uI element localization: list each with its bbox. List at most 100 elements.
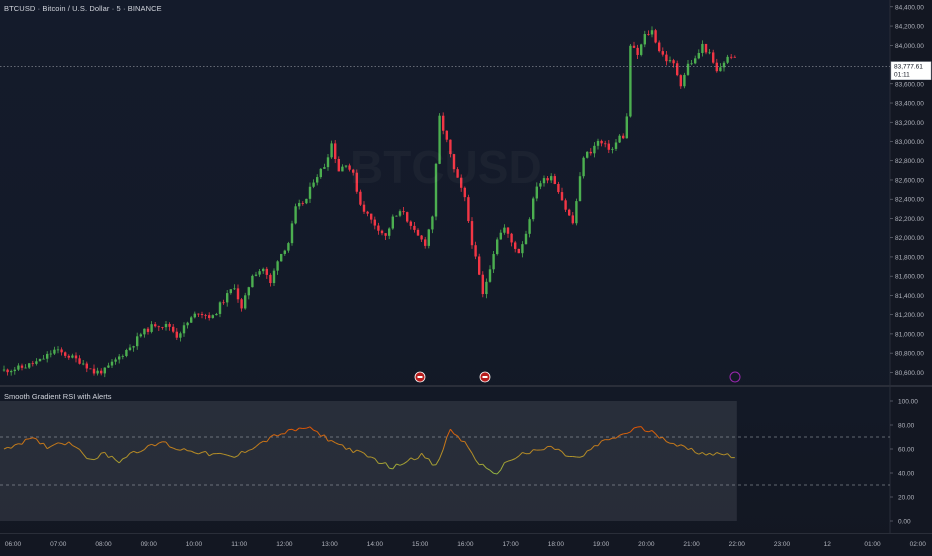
- candle-body[interactable]: [424, 239, 426, 245]
- candle-body[interactable]: [705, 44, 707, 52]
- candle-body[interactable]: [683, 75, 685, 86]
- candle-body[interactable]: [586, 152, 588, 158]
- candle-body[interactable]: [590, 152, 592, 153]
- candle-body[interactable]: [154, 324, 156, 326]
- candle-body[interactable]: [273, 271, 275, 283]
- candle-body[interactable]: [75, 355, 77, 358]
- candle-body[interactable]: [593, 146, 595, 153]
- candle-body[interactable]: [230, 289, 232, 293]
- candle-body[interactable]: [374, 220, 376, 226]
- candle-body[interactable]: [442, 116, 444, 131]
- candle-body[interactable]: [388, 229, 390, 236]
- candle-body[interactable]: [96, 371, 98, 374]
- candle-body[interactable]: [662, 51, 664, 54]
- candle-body[interactable]: [644, 34, 646, 44]
- candle-body[interactable]: [89, 368, 91, 369]
- candle-body[interactable]: [39, 359, 41, 361]
- candle-body[interactable]: [284, 251, 286, 254]
- candle-body[interactable]: [597, 141, 599, 146]
- candle-body[interactable]: [341, 167, 343, 172]
- candle-body[interactable]: [640, 44, 642, 55]
- candle-body[interactable]: [194, 314, 196, 318]
- candle-body[interactable]: [190, 317, 192, 322]
- candle-body[interactable]: [50, 354, 52, 355]
- candle-body[interactable]: [323, 167, 325, 169]
- candle-body[interactable]: [698, 53, 700, 58]
- candle-body[interactable]: [604, 143, 606, 144]
- candle-body[interactable]: [150, 324, 152, 332]
- candle-body[interactable]: [406, 212, 408, 221]
- candle-body[interactable]: [734, 57, 736, 58]
- candle-body[interactable]: [266, 269, 268, 275]
- candle-body[interactable]: [680, 75, 682, 86]
- candle-body[interactable]: [608, 144, 610, 150]
- candle-body[interactable]: [363, 205, 365, 212]
- candle-body[interactable]: [244, 295, 246, 308]
- candle-body[interactable]: [64, 352, 66, 356]
- candle-body[interactable]: [708, 52, 710, 53]
- candle-body[interactable]: [262, 269, 264, 271]
- candle-body[interactable]: [471, 221, 473, 245]
- candle-body[interactable]: [53, 350, 55, 354]
- candle-body[interactable]: [309, 187, 311, 199]
- candle-body[interactable]: [237, 288, 239, 299]
- candle-body[interactable]: [636, 48, 638, 55]
- candle-body[interactable]: [14, 370, 16, 371]
- candle-body[interactable]: [345, 165, 347, 166]
- candle-body[interactable]: [525, 234, 527, 244]
- candle-body[interactable]: [3, 370, 5, 371]
- candle-body[interactable]: [399, 211, 401, 216]
- candle-body[interactable]: [485, 282, 487, 294]
- candle-body[interactable]: [215, 314, 217, 315]
- candle-body[interactable]: [86, 364, 88, 369]
- candle-body[interactable]: [176, 332, 178, 338]
- candle-body[interactable]: [417, 230, 419, 236]
- candle-body[interactable]: [316, 177, 318, 182]
- candle-body[interactable]: [622, 136, 624, 139]
- candle-body[interactable]: [482, 275, 484, 294]
- candle-body[interactable]: [21, 366, 23, 368]
- candle-body[interactable]: [219, 302, 221, 314]
- candle-body[interactable]: [338, 159, 340, 171]
- candle-body[interactable]: [204, 315, 206, 316]
- candle-body[interactable]: [626, 116, 628, 138]
- candle-body[interactable]: [561, 192, 563, 200]
- candle-body[interactable]: [521, 244, 523, 253]
- candle-body[interactable]: [377, 226, 379, 231]
- candle-body[interactable]: [24, 368, 26, 369]
- candle-body[interactable]: [208, 315, 210, 318]
- candle-body[interactable]: [546, 178, 548, 180]
- candle-body[interactable]: [197, 314, 199, 315]
- candle-body[interactable]: [305, 199, 307, 203]
- candle-body[interactable]: [291, 223, 293, 243]
- candle-body[interactable]: [672, 60, 674, 63]
- candle-body[interactable]: [687, 64, 689, 75]
- candle-body[interactable]: [532, 198, 534, 219]
- candle-body[interactable]: [554, 176, 556, 184]
- candle-body[interactable]: [28, 363, 30, 367]
- candle-body[interactable]: [384, 233, 386, 236]
- candle-body[interactable]: [572, 215, 574, 223]
- candle-body[interactable]: [428, 229, 430, 245]
- candle-body[interactable]: [287, 243, 289, 251]
- candle-body[interactable]: [132, 346, 134, 347]
- candle-body[interactable]: [514, 242, 516, 248]
- candle-body[interactable]: [431, 217, 433, 230]
- candle-body[interactable]: [10, 371, 12, 372]
- candle-body[interactable]: [503, 228, 505, 233]
- candle-body[interactable]: [222, 302, 224, 303]
- candle-body[interactable]: [251, 276, 253, 287]
- candle-body[interactable]: [730, 57, 732, 58]
- candle-body[interactable]: [100, 371, 102, 374]
- candle-body[interactable]: [615, 142, 617, 148]
- candle-body[interactable]: [122, 356, 124, 357]
- candle-body[interactable]: [35, 361, 37, 364]
- candle-body[interactable]: [280, 254, 282, 261]
- candle-body[interactable]: [93, 369, 95, 374]
- candle-body[interactable]: [611, 149, 613, 150]
- candle-body[interactable]: [665, 55, 667, 62]
- candle-body[interactable]: [248, 287, 250, 295]
- candle-body[interactable]: [557, 184, 559, 192]
- candle-body[interactable]: [446, 131, 448, 140]
